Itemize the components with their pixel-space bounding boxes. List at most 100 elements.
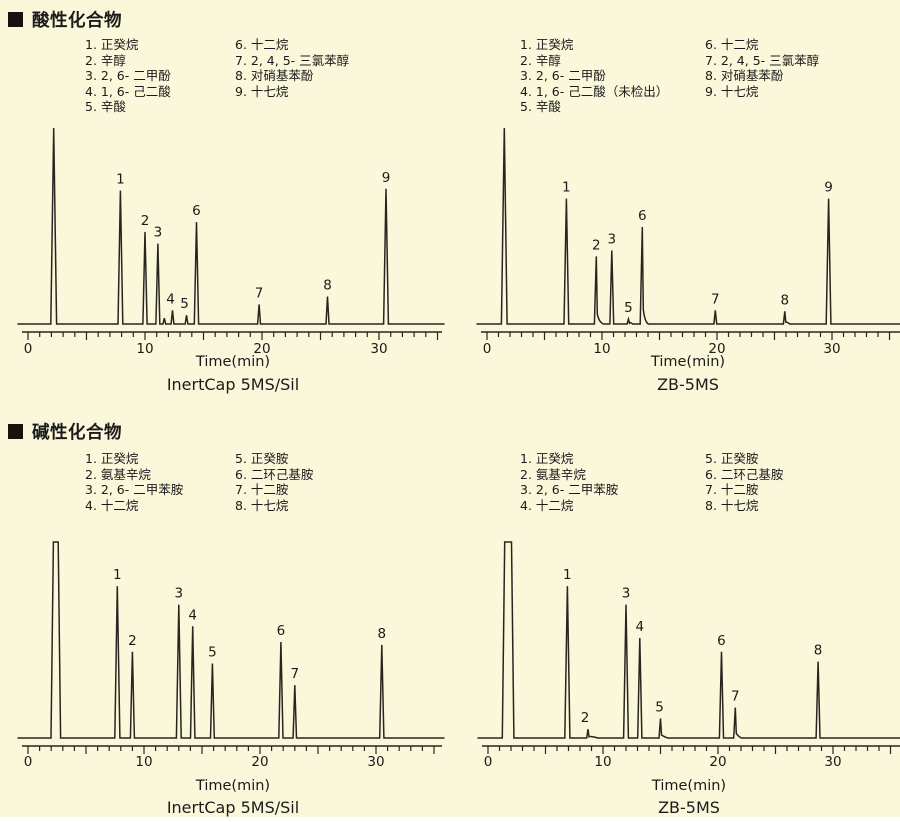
section-marker-icon [8,424,23,439]
peak-number-label: 9 [824,180,833,196]
chart-title: ZB-5MS [658,798,720,817]
peak-number-label: 5 [208,645,217,661]
legend-item: 7. 十二胺 [705,482,759,498]
x-tick-label: 20 [251,754,268,770]
legend-item: 1. 正癸烷 [520,37,574,52]
chromatogram-basic-zb5ms: 0 10 20 30 1 2 3 4 5 6 7 8 Time(min) ZB-5MS [477,541,900,817]
legend-item: 7. 2, 4, 5- 三氯苯醇 [705,52,820,68]
legend-item: 1. 正癸烷 [85,451,139,466]
section-title-basic: 碱性化合物 [32,423,122,443]
peak-number-label: 1 [116,172,125,188]
x-tick-label: 30 [824,754,841,770]
x-tick-label: 30 [823,341,840,357]
peak-number-label: 6 [638,208,647,224]
legend-item: 2. 氨基辛烷 [520,466,586,482]
x-tick-label: 30 [367,754,384,770]
peak-number-label: 1 [113,567,122,583]
chart-title: ZB-5MS [657,375,719,394]
legend-item: 5. 辛酸 [520,99,561,115]
peak-number-label: 2 [128,633,137,649]
legend-item: 3. 2, 6- 二甲酚 [520,68,606,84]
peak-number-label: 3 [175,586,184,602]
peak-number-label: 6 [192,203,201,219]
peak-number-label: 3 [622,586,631,602]
legend-item: 3. 2, 6- 二甲酚 [85,68,171,84]
peak-number-label: 1 [562,180,571,196]
chromatogram-basic-inertcap: 0 10 20 30 1 2 34 5 6 7 8 Time(min) InertCap 5MS/S… [17,541,445,817]
legend-item: 4. 十二烷 [520,497,574,513]
legend-item: 5. 辛酸 [85,99,126,115]
legend-acidic-zb5ms: 1. 正癸烷 2. 辛醇 3. 2, 6- 二甲酚 4. 1, 6- 己二酸（未… [520,37,819,115]
peak-number-label: 9 [382,170,391,186]
legend-item: 8. 对硝基苯酚 [705,68,784,84]
legend-item: 3. 2, 6- 二甲苯胺 [520,482,619,498]
legend-item: 6. 二环己基胺 [235,466,314,482]
peak-number-label: 5 [655,699,664,715]
x-tick-label: 10 [594,754,611,770]
x-axis-label: Time(min) [195,778,270,794]
peak-number-label: 4 [636,619,645,635]
section-title-acidic: 酸性化合物 [32,11,122,31]
legend-item: 8. 十七烷 [705,497,759,513]
chart-title: InertCap 5MS/Sil [167,375,299,394]
x-tick-label: 0 [483,341,492,357]
x-tick-label: 0 [24,341,33,357]
peak-number-label: 2 [592,237,601,253]
section-header-basic: 碱性化合物 [8,419,122,444]
chart-title: InertCap 5MS/Sil [167,798,299,817]
legend-item: 3. 2, 6- 二甲苯胺 [85,482,184,498]
legend-item: 1. 正癸烷 [520,451,574,466]
legend-item: 6. 二环己基胺 [705,466,784,482]
section-marker-icon [8,12,23,27]
legend-item: 8. 十七烷 [235,497,289,513]
legend-basic-inertcap: 1. 正癸烷 2. 氨基辛烷 3. 2, 6- 二甲苯胺 4. 十二烷 5. 正… [85,451,313,513]
legend-item: 2. 辛醇 [520,52,561,68]
legend-item: 2. 辛醇 [85,52,126,68]
legend-item: 2. 氨基辛烷 [85,466,151,482]
x-tick-label: 10 [135,754,152,770]
x-axis-label: Time(min) [195,354,270,370]
legend-item: 7. 十二胺 [235,482,289,498]
x-tick-label: 20 [709,754,726,770]
peak-number-label: 5 [180,296,189,312]
peak-number-label: 6 [717,633,726,649]
legend-item: 7. 2, 4, 5- 三氯苯醇 [235,52,350,68]
peak-number-label: 4 [188,607,197,623]
chromatogram-acidic-zb5ms: 0 10 20 30 1 2 3 5 6 7 8 9 Time(min) ZB-5MS [476,127,900,394]
peak-number-label: 4 [166,291,175,307]
legend-item: 8. 对硝基苯酚 [235,68,314,84]
x-tick-label: 30 [370,341,387,357]
peak-number-label: 8 [814,643,823,659]
peak-number-label: 7 [731,689,740,705]
legend-item: 5. 正癸胺 [235,451,289,466]
x-tick-label: 20 [253,341,270,357]
legend-acidic-inertcap: 1. 正癸烷 2. 辛醇 3. 2, 6- 二甲酚 4. 1, 6- 己二酸 5… [85,37,349,115]
x-tick-label: 10 [593,341,610,357]
legend-item: 9. 十七烷 [235,83,289,99]
peak-number-label: 6 [277,623,286,639]
legend-item: 6. 十二烷 [705,37,759,52]
peak-number-label: 1 [563,567,572,583]
peak-number-label: 8 [781,292,790,308]
peak-number-label: 8 [378,626,387,642]
legend-item: 5. 正癸胺 [705,451,759,466]
legend-item: 4. 十二烷 [85,497,139,513]
peak-number-label: 2 [141,213,150,229]
section-header-acidic: 酸性化合物 [8,7,122,32]
x-axis-label: Time(min) [651,778,726,794]
legend-item: 4. 1, 6- 己二酸 [85,83,171,99]
peak-number-label: 3 [154,225,163,241]
x-axis-label: Time(min) [650,354,725,370]
legend-item: 4. 1, 6- 己二酸（未检出） [520,83,669,99]
x-tick-label: 0 [484,754,493,770]
peak-number-label: 5 [624,300,633,316]
peak-number-label: 3 [607,232,616,248]
legend-item: 1. 正癸烷 [85,37,139,52]
legend-item: 9. 十七烷 [705,83,759,99]
peak-number-label: 8 [323,278,332,294]
peak-number-label: 7 [255,285,264,301]
peak-number-label: 2 [581,710,590,726]
x-tick-label: 10 [136,341,153,357]
